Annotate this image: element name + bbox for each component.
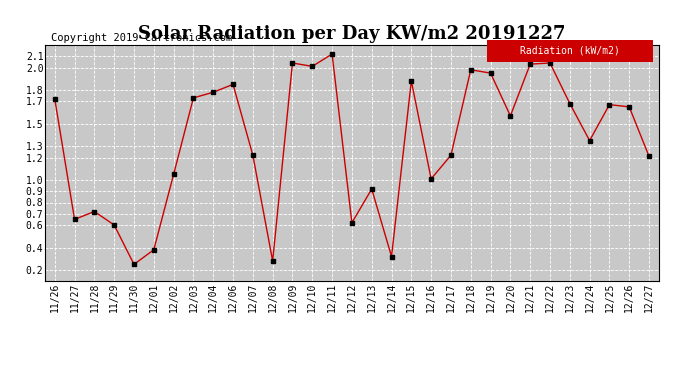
Text: Radiation (kW/m2): Radiation (kW/m2) bbox=[520, 46, 620, 56]
Text: Copyright 2019 Cartronics.com: Copyright 2019 Cartronics.com bbox=[51, 33, 233, 43]
Bar bbox=[487, 40, 653, 62]
Title: Solar Radiation per Day KW/m2 20191227: Solar Radiation per Day KW/m2 20191227 bbox=[138, 26, 566, 44]
